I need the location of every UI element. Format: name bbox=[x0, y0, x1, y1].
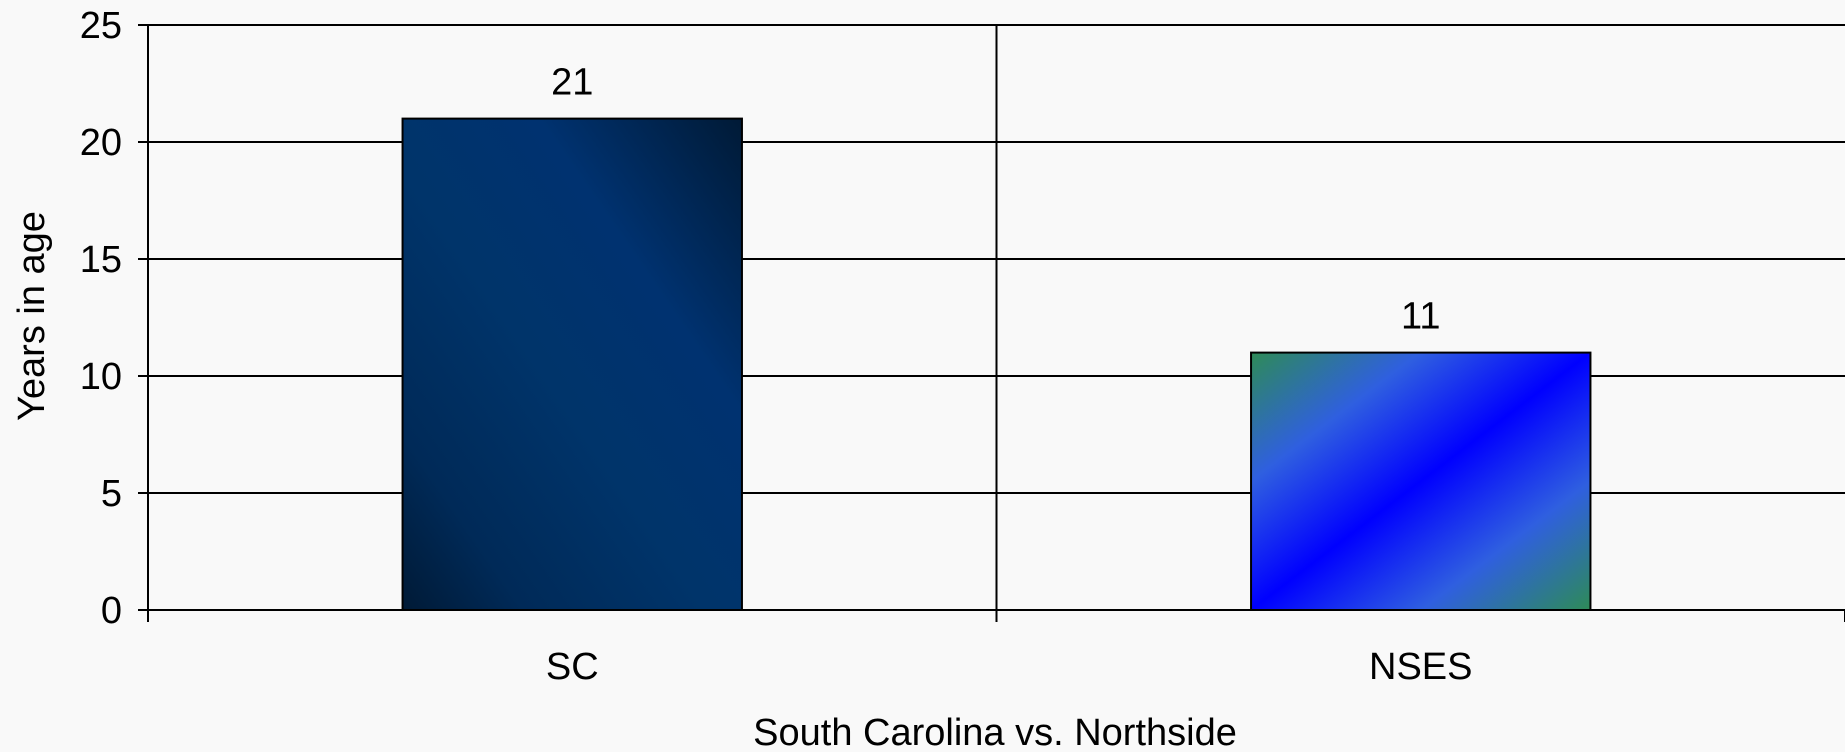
x-axis-title: South Carolina vs. Northside bbox=[753, 712, 1237, 752]
y-tick-label: 0 bbox=[101, 590, 122, 632]
axes bbox=[138, 24, 1845, 622]
bar-nses bbox=[1250, 351, 1592, 611]
x-tick-label-nses: NSES bbox=[1369, 646, 1472, 688]
x-tick-label-sc: SC bbox=[546, 646, 599, 688]
y-tick-label: 5 bbox=[101, 473, 122, 515]
y-axis-title: Years in age bbox=[11, 211, 53, 421]
data-label-sc: 21 bbox=[551, 62, 593, 104]
bars bbox=[401, 117, 1592, 611]
labels: 0 5 10 15 20 25 21 SC 11 NSES bbox=[80, 5, 1473, 688]
y-tick-label: 25 bbox=[80, 5, 122, 47]
bar-sc bbox=[401, 117, 743, 611]
data-label-nses: 11 bbox=[1401, 296, 1440, 338]
y-tick-label: 10 bbox=[80, 356, 122, 398]
y-tick-label: 15 bbox=[80, 239, 122, 281]
y-tick-label: 20 bbox=[80, 122, 122, 164]
